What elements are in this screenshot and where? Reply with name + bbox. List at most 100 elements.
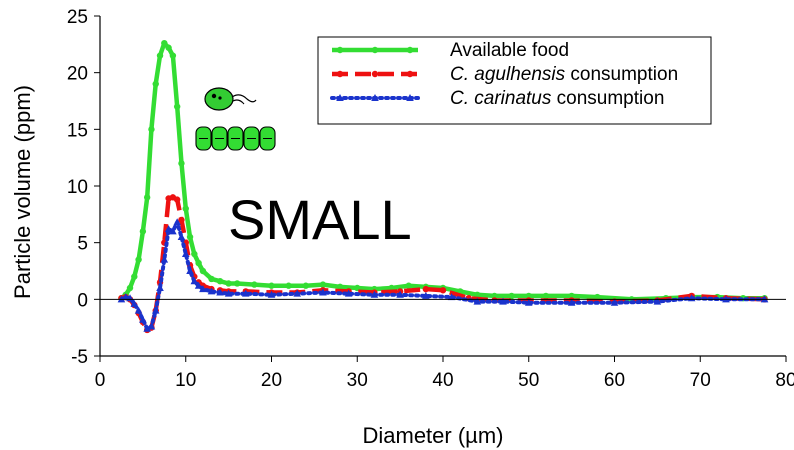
series-line [119,220,767,331]
data-point-marker [199,267,207,275]
data-point-marker [161,40,168,47]
y-tick-label: 10 [67,177,88,198]
data-point-marker [293,289,302,297]
data-point-marker [406,70,414,78]
data-point-marker [474,291,481,298]
data-point-marker [406,94,414,101]
data-point-marker [653,297,662,305]
data-point-marker [499,297,507,305]
y-tick-label: -5 [71,347,88,368]
data-point-marker [173,196,181,203]
series-3 [117,218,769,332]
plot-area [117,40,769,334]
data-point-marker [194,281,203,289]
legend-item: C. carinatus consumption [330,88,664,109]
x-tick-label: 80 [775,370,794,391]
data-point-marker [568,292,575,300]
data-point-marker [439,287,447,294]
data-point-marker [195,259,202,267]
data-point-marker [186,267,194,274]
data-point-marker [302,282,309,289]
data-point-marker [594,293,601,301]
data-point-marker [152,80,159,88]
data-point-marker [169,227,177,235]
data-point-marker [491,292,498,300]
data-point-marker [371,46,379,54]
x-tick-label: 60 [604,370,625,391]
legend-label: Available food [450,40,569,61]
data-point-marker [370,290,379,298]
data-point-marker [178,160,185,167]
x-tick-label: 70 [690,370,711,391]
data-point-marker [251,281,258,288]
data-point-marker [319,281,327,288]
data-point-marker [216,278,224,285]
legend-label: C. agulhensis consumption [450,64,678,85]
data-point-marker [267,290,276,298]
data-point-marker [134,306,143,314]
data-point-marker [422,285,430,293]
data-point-marker [148,126,155,133]
x-tick-label: 30 [347,370,368,391]
data-point-marker [181,250,190,257]
data-point-marker [199,285,207,293]
data-point-marker [447,293,456,301]
legend-item: Available food [332,40,569,61]
data-point-marker [131,273,138,280]
data-point-marker [208,275,215,283]
data-point-marker [336,283,344,291]
data-point-marker [336,46,344,54]
data-point-marker [344,289,353,297]
y-tick-label: 25 [67,7,88,28]
x-tick-label: 40 [432,370,453,391]
data-point-marker [225,280,232,287]
data-point-marker [567,298,576,306]
data-point-marker [143,324,151,332]
y-tick-label: 0 [77,290,88,311]
data-point-marker [178,216,185,224]
data-point-marker [151,306,160,314]
data-point-marker [126,284,134,292]
data-point-marker [160,255,169,263]
data-point-marker [135,256,142,263]
data-point-marker [610,298,619,306]
series-line [120,195,765,333]
data-point-marker [406,46,414,54]
x-tick-label: 0 [95,370,106,391]
data-point-marker [396,290,404,298]
y-tick-label: 5 [77,234,88,255]
x-axis-title: Diameter (µm) [362,423,503,448]
data-point-marker [164,225,173,233]
data-point-marker [371,94,379,101]
y-tick-label: 20 [67,64,88,85]
data-point-marker [371,70,379,78]
legend-label-part: Available food [450,40,569,61]
data-point-marker [173,103,181,110]
data-point-marker [422,291,430,299]
data-point-marker [156,284,164,291]
data-point-marker [177,233,186,240]
data-point-marker [234,280,241,287]
data-point-marker [147,322,156,330]
data-point-marker [268,282,275,289]
legend-label-part: C. agulhensis [450,64,566,85]
legend-label: C. carinatus consumption [450,88,664,109]
x-tick-label: 20 [261,370,282,391]
data-point-marker [542,292,550,300]
legend-item: C. agulhensis consumption [332,64,678,85]
x-tick-label: 10 [175,370,196,391]
green-diatom-chain-icon [195,126,276,151]
data-point-marker [121,293,130,301]
y-axis-title: Particle volume (ppm) [10,85,35,299]
legend-label-part: consumption [551,88,664,109]
data-point-marker [207,287,216,295]
data-point-marker [186,233,194,241]
data-point-marker [336,70,344,78]
data-point-marker [473,297,482,305]
data-point-marker [241,289,250,297]
data-point-marker [143,194,151,201]
data-point-marker [319,288,327,296]
green-flagellate-cell-icon [204,87,257,111]
y-tick-label: 15 [67,120,88,141]
